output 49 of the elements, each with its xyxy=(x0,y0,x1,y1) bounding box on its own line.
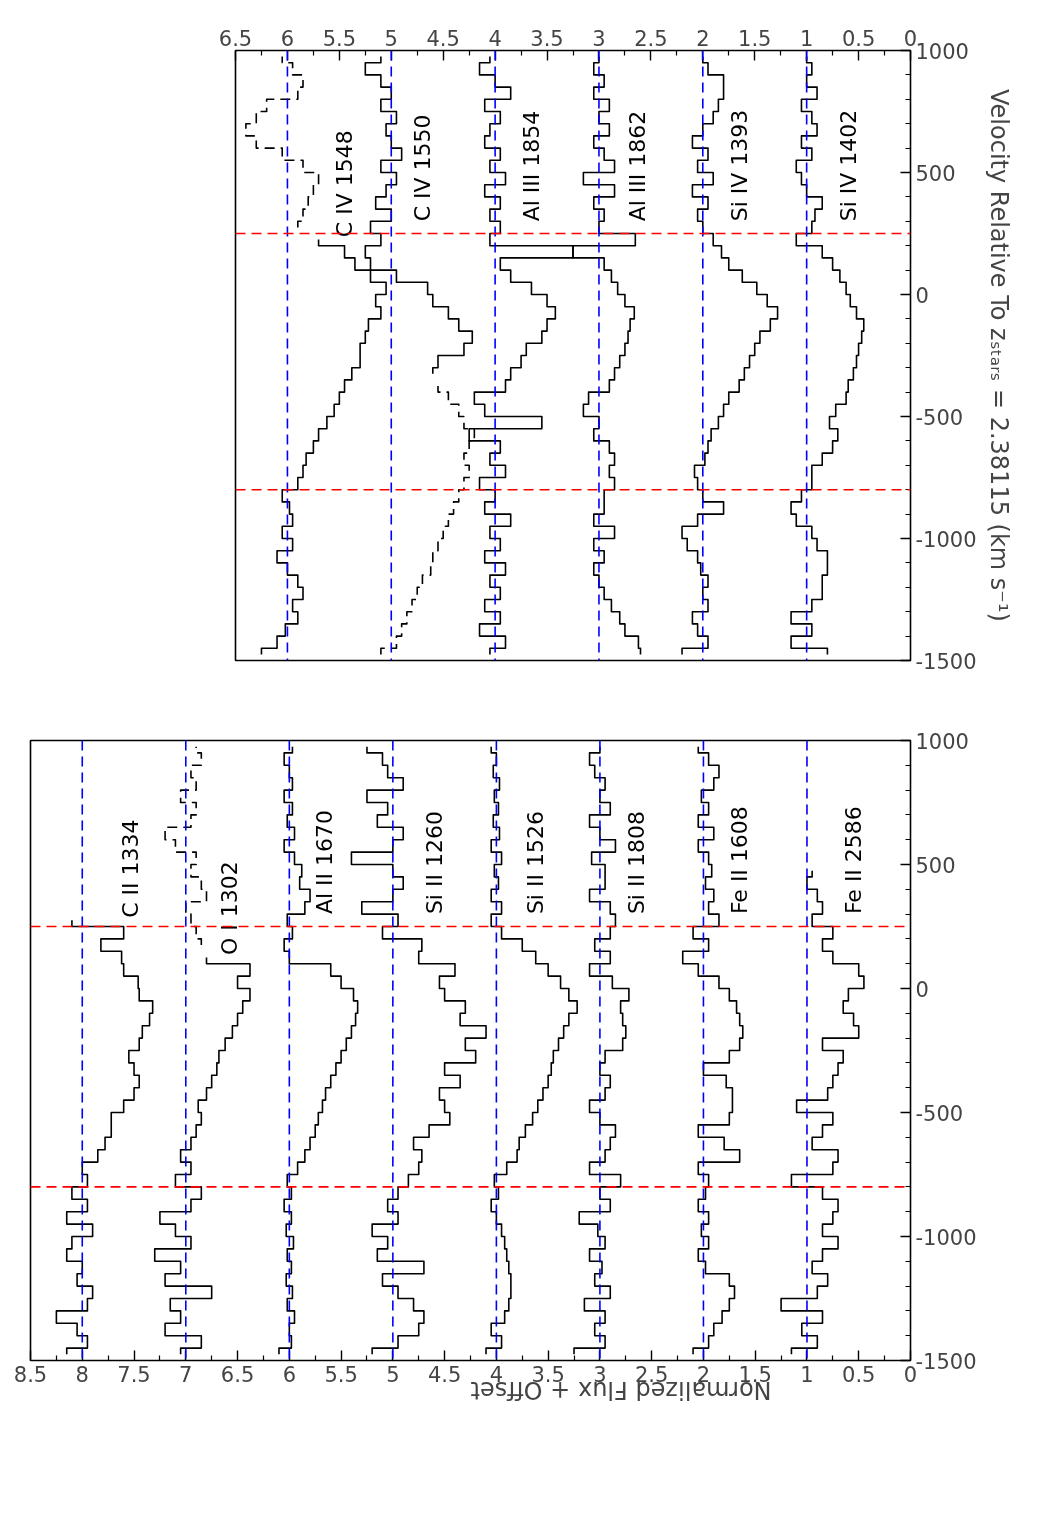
x-tick-label: 1 xyxy=(799,26,814,51)
text: Al III 1854 xyxy=(518,110,544,222)
text: Si II 1260 xyxy=(421,811,447,915)
text: Si II 1808 xyxy=(623,811,649,915)
x-tick-label: 6.5 xyxy=(220,1362,255,1387)
text: Si II 1526 xyxy=(523,811,549,915)
x-tick-label: 1 xyxy=(800,1362,814,1387)
y-tick-label: 0 xyxy=(915,283,929,308)
text: Al II 1670 xyxy=(311,809,337,915)
x-tick-label: 5.5 xyxy=(324,1362,358,1387)
x-tick-label: 4.5 xyxy=(427,1362,462,1387)
x-tick-label: 6.5 xyxy=(218,26,253,51)
x-tick-label: 5.5 xyxy=(322,26,357,51)
y-tick-label: 500 xyxy=(915,853,956,878)
legend-label: Fe II 2586 xyxy=(841,806,867,915)
y-tick-label: -500 xyxy=(915,405,964,430)
x-tick-label: 6 xyxy=(280,26,295,51)
x-tick-label: 3.5 xyxy=(530,26,564,51)
text: Fe II 1608 xyxy=(727,806,753,915)
x-tick-label: 4.5 xyxy=(426,26,460,51)
y-tick-label: 0 xyxy=(915,977,929,1002)
x-tick-label: 8.5 xyxy=(13,1362,48,1387)
x-tick-label: 6 xyxy=(282,1362,297,1387)
x-tick-label: 2 xyxy=(696,26,710,51)
x-tick-label: 7 xyxy=(179,1362,193,1387)
y-tick-label: -1000 xyxy=(915,1225,977,1250)
y-tick-label: -1500 xyxy=(915,1349,977,1374)
y-tick-label: -1000 xyxy=(915,527,977,552)
text: C II 1334 xyxy=(117,819,143,918)
text: Al III 1862 xyxy=(625,110,651,222)
x-tick-label: 7.5 xyxy=(117,1362,151,1387)
x-tick-label: 0.5 xyxy=(841,26,876,51)
y-tick-label: 1000 xyxy=(915,729,969,754)
x-tick-label: 3 xyxy=(592,26,606,51)
x-tick-label: 1.5 xyxy=(738,26,772,51)
x-tick-label: 0.5 xyxy=(842,1362,876,1387)
y-tick-label: -1500 xyxy=(915,649,977,674)
y-tick-label: -500 xyxy=(915,1101,964,1126)
x-tick-label: 2.5 xyxy=(634,26,668,51)
y-tick-label: 500 xyxy=(915,161,956,186)
x-tick-label: 5 xyxy=(384,26,398,51)
text: Si IV 1393 xyxy=(726,109,752,222)
x-tick-label: 5 xyxy=(386,1362,400,1387)
y2-axis-title: Velocity Relative To zₛₜₐᵣₛ = 2.38115 (km s⁻¹) xyxy=(984,89,1013,622)
x-tick-label: 8 xyxy=(75,1362,89,1387)
y-tick-label: 1000 xyxy=(915,39,969,64)
text: C IV 1550 xyxy=(409,114,435,222)
legend-label: Si IV 1402 xyxy=(835,109,861,222)
x-tick-label: 4 xyxy=(488,26,502,51)
